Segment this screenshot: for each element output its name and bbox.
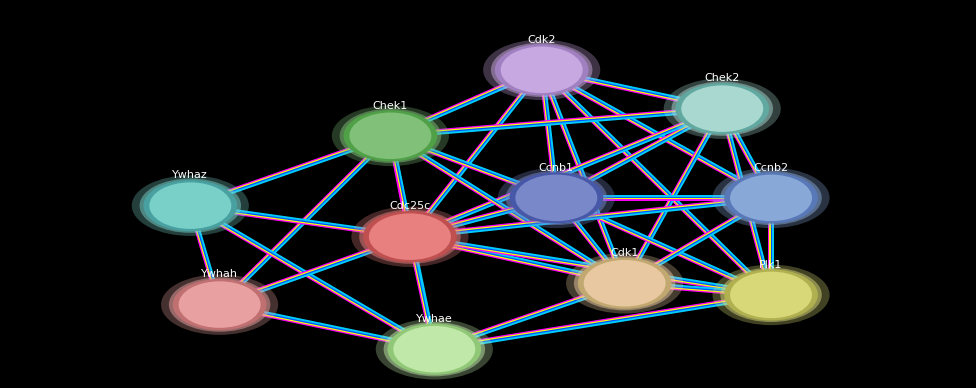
Ellipse shape bbox=[173, 279, 266, 330]
Ellipse shape bbox=[730, 272, 812, 318]
Text: Cdk1: Cdk1 bbox=[610, 248, 639, 258]
Ellipse shape bbox=[369, 213, 451, 260]
Ellipse shape bbox=[730, 175, 812, 221]
Ellipse shape bbox=[359, 210, 461, 264]
Ellipse shape bbox=[584, 260, 666, 307]
Text: Plk1: Plk1 bbox=[759, 260, 783, 270]
Ellipse shape bbox=[132, 175, 249, 236]
Ellipse shape bbox=[351, 206, 468, 267]
Ellipse shape bbox=[483, 40, 600, 100]
Ellipse shape bbox=[712, 168, 830, 228]
Ellipse shape bbox=[574, 256, 675, 310]
Ellipse shape bbox=[332, 106, 449, 166]
Ellipse shape bbox=[393, 326, 475, 372]
Ellipse shape bbox=[143, 180, 237, 231]
Text: Ywhae: Ywhae bbox=[416, 314, 453, 324]
Ellipse shape bbox=[149, 182, 231, 229]
Ellipse shape bbox=[363, 211, 457, 262]
Text: Ywhaz: Ywhaz bbox=[173, 170, 208, 180]
Ellipse shape bbox=[671, 81, 773, 136]
Text: Chek2: Chek2 bbox=[705, 73, 740, 83]
Ellipse shape bbox=[509, 172, 603, 223]
Ellipse shape bbox=[179, 281, 261, 328]
Ellipse shape bbox=[566, 253, 683, 314]
Text: Chek1: Chek1 bbox=[373, 100, 408, 111]
Ellipse shape bbox=[724, 172, 818, 223]
Ellipse shape bbox=[664, 78, 781, 139]
Ellipse shape bbox=[720, 268, 822, 322]
Ellipse shape bbox=[340, 109, 441, 163]
Ellipse shape bbox=[344, 110, 437, 161]
Text: Ccnb1: Ccnb1 bbox=[539, 163, 574, 173]
Text: Ccnb2: Ccnb2 bbox=[753, 163, 789, 173]
Ellipse shape bbox=[169, 277, 270, 332]
Ellipse shape bbox=[498, 168, 615, 228]
Ellipse shape bbox=[161, 274, 278, 335]
Ellipse shape bbox=[140, 178, 241, 233]
Ellipse shape bbox=[724, 269, 818, 320]
Text: Cdk2: Cdk2 bbox=[527, 35, 556, 45]
Ellipse shape bbox=[376, 319, 493, 379]
Ellipse shape bbox=[501, 47, 583, 93]
Ellipse shape bbox=[349, 113, 431, 159]
Text: Cdc25c: Cdc25c bbox=[389, 201, 430, 211]
Ellipse shape bbox=[712, 265, 830, 325]
Ellipse shape bbox=[675, 83, 769, 134]
Ellipse shape bbox=[681, 85, 763, 132]
Ellipse shape bbox=[578, 258, 671, 309]
Text: Ywhah: Ywhah bbox=[201, 269, 238, 279]
Ellipse shape bbox=[387, 324, 481, 375]
Ellipse shape bbox=[720, 171, 822, 225]
Ellipse shape bbox=[506, 171, 607, 225]
Ellipse shape bbox=[495, 44, 589, 95]
Ellipse shape bbox=[515, 175, 597, 221]
Ellipse shape bbox=[491, 43, 592, 97]
Ellipse shape bbox=[384, 322, 485, 376]
